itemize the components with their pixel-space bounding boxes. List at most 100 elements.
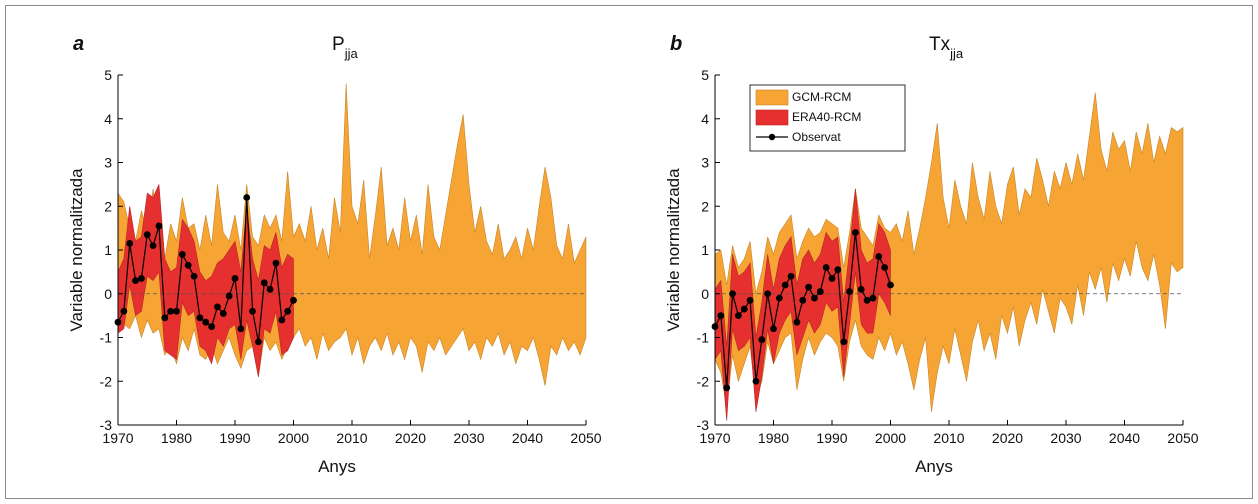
y-tick-label: 2	[104, 198, 112, 214]
y-tick-label: 4	[104, 111, 112, 127]
y-tick-label: 1	[701, 242, 709, 258]
legend-marker	[768, 133, 776, 141]
x-tick-label: 2040	[1109, 430, 1140, 446]
panel-label: a	[73, 33, 84, 55]
observed-point	[811, 294, 818, 302]
title-main: P	[332, 34, 345, 55]
observed-point	[852, 229, 859, 236]
observed-point	[161, 314, 169, 322]
observed-point	[219, 310, 227, 317]
observed-point	[272, 259, 280, 267]
observed-point	[857, 285, 865, 293]
x-tick-label: 1990	[816, 430, 847, 446]
title-main: Tx	[929, 34, 951, 55]
observed-point	[132, 277, 139, 285]
observed-point	[781, 281, 789, 289]
observed-point	[793, 318, 801, 326]
observed-point	[202, 318, 210, 326]
observed-point	[740, 305, 748, 313]
y-tick-label: 5	[701, 67, 709, 83]
y-tick-label: -2	[697, 373, 710, 389]
x-axis-label: Anys	[318, 457, 356, 476]
observed-point	[249, 307, 256, 315]
observed-point	[149, 242, 157, 250]
x-tick-label: 2020	[992, 430, 1023, 446]
observed-point	[764, 290, 772, 298]
band-area	[714, 92, 1184, 412]
x-tick-label: 1970	[102, 430, 133, 446]
x-tick-label: 2020	[395, 430, 426, 446]
observed-point	[243, 194, 251, 201]
observed-point	[120, 307, 128, 315]
title-sub: jja	[949, 46, 964, 61]
observed-point	[729, 290, 736, 298]
observed-point	[887, 281, 894, 289]
x-tick-label: 2030	[453, 430, 484, 446]
observed-point	[805, 283, 812, 291]
x-tick-label: 2050	[1167, 430, 1198, 446]
panel: b Txjja Anys Variable normalitzada -3 -2 -1 0 1 2…	[664, 33, 1199, 476]
x-tick-label: 2010	[336, 430, 367, 446]
y-tick-label: 3	[701, 155, 709, 171]
y-axis-label: Variable normalitzada	[664, 168, 683, 332]
legend-swatch	[755, 109, 789, 126]
x-tick-label: 2000	[875, 430, 906, 446]
y-tick-label: -3	[697, 417, 710, 433]
x-tick-label: 1980	[161, 430, 192, 446]
y-axis-label: Variable normalitzada	[67, 168, 86, 332]
x-tick-label: 2000	[278, 430, 309, 446]
observed-point	[752, 377, 760, 385]
observed-point	[138, 275, 145, 282]
observed-point	[822, 264, 830, 271]
legend: GCM-RCM ERA40-RCM Observat	[749, 84, 906, 152]
y-tick-label: 0	[104, 286, 112, 302]
y-tick-label: 5	[104, 67, 112, 83]
panel: a Pjja Anys Variable normalitzada -3 -2 -1 0 1 2 3…	[67, 33, 602, 476]
y-tick-label: 0	[701, 286, 709, 302]
observed-point	[214, 303, 221, 311]
observed-point	[875, 253, 883, 260]
x-axis-label: Anys	[915, 457, 953, 476]
y-tick-label: -2	[100, 373, 113, 389]
legend-label: GCM-RCM	[792, 90, 851, 104]
observed-point	[840, 338, 848, 346]
legend-swatch	[755, 89, 789, 106]
observed-point	[863, 296, 871, 304]
observed-point	[746, 296, 754, 304]
observed-point	[173, 307, 180, 315]
observed-point	[178, 250, 186, 258]
observed-point	[770, 325, 777, 333]
observed-point	[225, 292, 233, 300]
observed-point	[758, 336, 766, 344]
legend-label: Observat	[792, 130, 841, 144]
observed-point	[208, 323, 216, 330]
observed-point	[196, 314, 204, 322]
y-tick-label: -1	[100, 330, 113, 346]
observed-point	[237, 325, 245, 333]
title-sub: jja	[344, 46, 359, 61]
y-tick-label: -3	[100, 417, 113, 433]
y-tick-label: 4	[701, 111, 709, 127]
observed-point	[735, 312, 742, 320]
observed-point	[834, 266, 842, 274]
observed-point	[828, 275, 836, 282]
observed-point	[190, 272, 198, 280]
observed-point	[816, 288, 824, 295]
observed-point	[799, 296, 807, 304]
panel-title: Txjja	[929, 34, 964, 61]
x-tick-label: 1980	[758, 430, 789, 446]
observed-point	[284, 307, 292, 315]
y-tick-label: 2	[701, 198, 709, 214]
y-tick-label: -1	[697, 330, 710, 346]
panel-title: Pjja	[332, 34, 358, 61]
x-tick-label: 2010	[933, 430, 964, 446]
observed-point	[266, 285, 274, 293]
observed-point	[881, 264, 889, 271]
observed-point	[775, 294, 783, 302]
legend-label: ERA40-RCM	[792, 110, 861, 124]
x-tick-label: 1990	[219, 430, 250, 446]
y-tick-label: 1	[104, 242, 112, 258]
observed-point	[184, 261, 192, 269]
